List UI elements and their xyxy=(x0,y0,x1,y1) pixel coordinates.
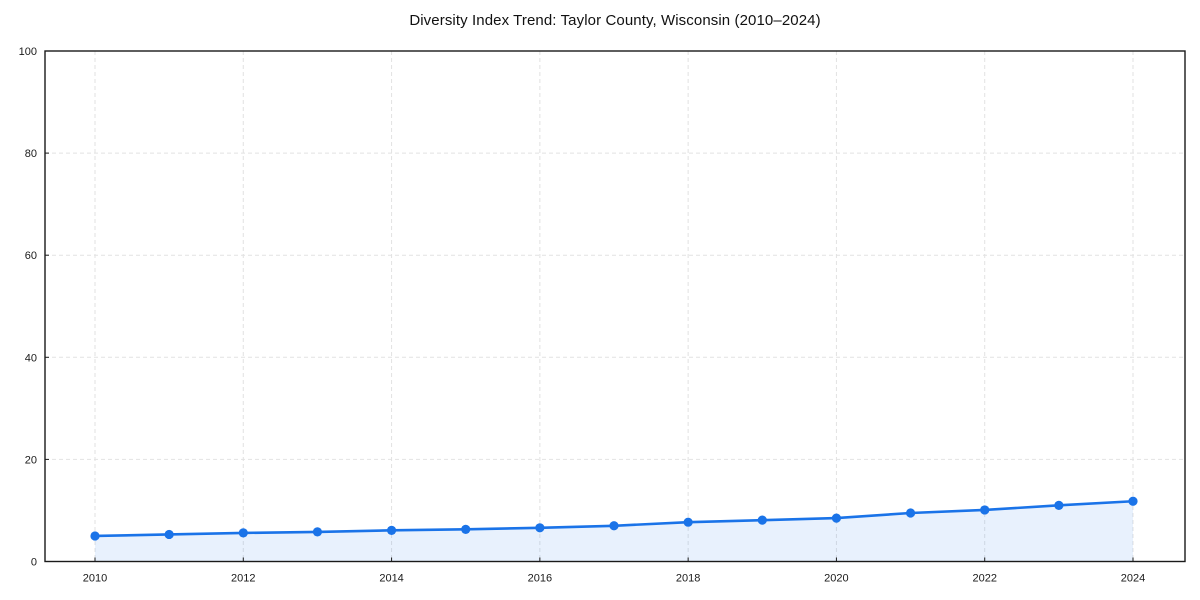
data-point xyxy=(164,529,174,540)
data-point xyxy=(312,527,323,537)
data-point xyxy=(461,524,471,534)
y-tick-label: 20 xyxy=(25,454,37,466)
y-tick-label: 0 xyxy=(31,557,37,569)
x-tick-label: 2024 xyxy=(1121,573,1145,585)
x-tick-label: 2012 xyxy=(231,573,255,585)
data-point xyxy=(90,531,100,541)
y-tick-label: 100 xyxy=(19,46,37,58)
y-tick-label: 80 xyxy=(25,148,37,160)
x-tick-label: 2018 xyxy=(676,573,700,585)
data-point xyxy=(683,517,693,527)
data-point xyxy=(980,505,990,515)
data-point xyxy=(386,525,397,535)
x-tick-label: 2022 xyxy=(972,573,996,585)
data-point xyxy=(905,508,916,518)
x-tick-label: 2010 xyxy=(83,573,107,585)
data-point xyxy=(535,523,545,533)
data-point xyxy=(1128,496,1138,506)
x-tick-label: 2016 xyxy=(528,573,552,585)
chart-title: Diversity Index Trend: Taylor County, Wi… xyxy=(409,12,821,29)
y-tick-label: 60 xyxy=(25,250,37,262)
data-point xyxy=(1054,500,1064,510)
data-point xyxy=(609,521,619,531)
x-tick-label: 2014 xyxy=(379,573,403,585)
x-tick-label: 2020 xyxy=(824,573,848,585)
y-tick-label: 40 xyxy=(25,352,37,364)
data-point xyxy=(831,513,842,523)
data-point xyxy=(238,528,248,538)
axes-border xyxy=(44,50,1186,563)
data-point xyxy=(757,515,767,525)
